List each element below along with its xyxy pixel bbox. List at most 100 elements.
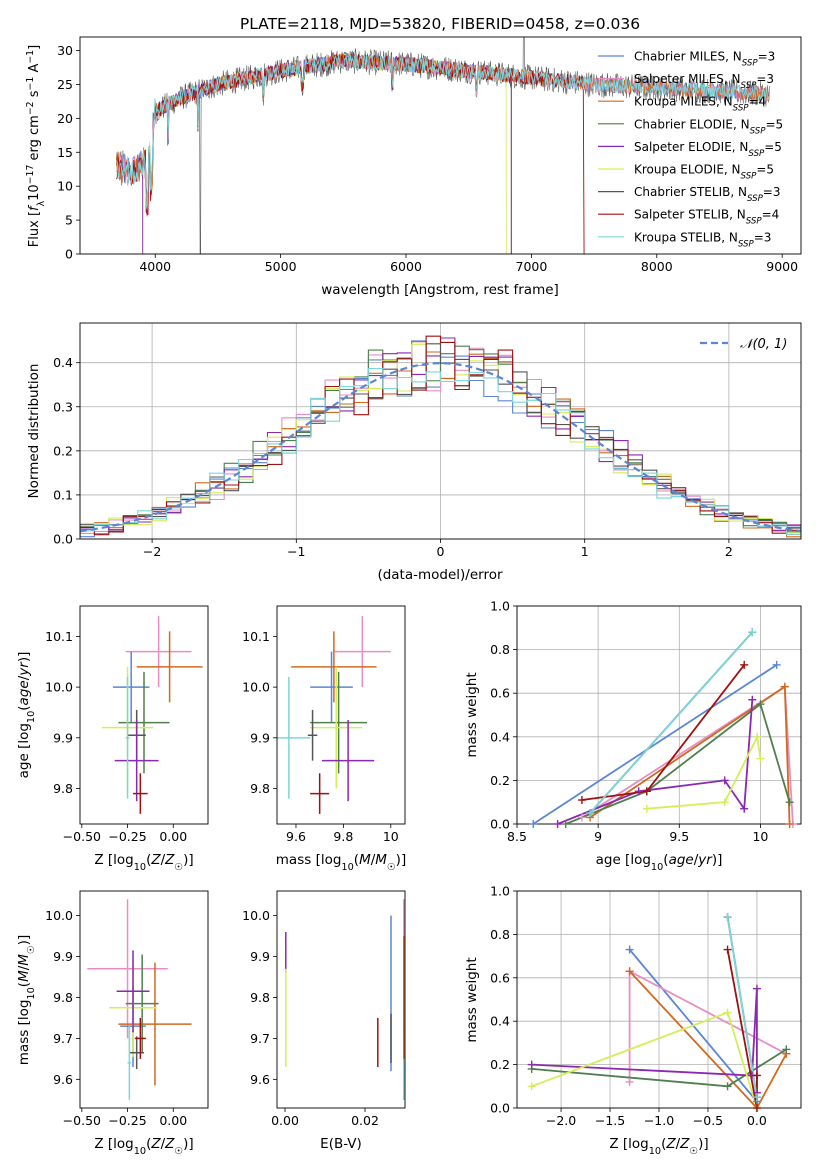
y-tick-label: 10.0 — [242, 908, 270, 923]
legend: Chabrier MILES, NSSP=3 Salpeter MILES, NS… — [598, 50, 783, 249]
spectrum-line — [115, 53, 585, 254]
x-tick-label: 10 — [752, 829, 768, 844]
weight-line — [726, 949, 758, 1108]
x-tick-label: −0.50 — [63, 1113, 101, 1128]
y-tick-label: 10.0 — [242, 680, 270, 695]
y-tick-label: 0.0 — [490, 1101, 510, 1116]
axes-mass_vs_ebv: 0.00 0.02 9.6 9.7 9.8 9.9 10.0 — [242, 890, 406, 1128]
y-tick-label: 0.6 — [490, 970, 510, 985]
y-axis-label: Normed distribution — [26, 364, 42, 499]
y-axis-label: age [log10(age/yr)] — [16, 652, 37, 779]
y-tick-label: 9.8 — [53, 781, 73, 796]
legend-entry: Kroupa ELODIE, NSSP=5 — [634, 163, 774, 182]
weight-line — [531, 988, 758, 1093]
normal-curve — [80, 361, 801, 533]
y-tick-label: 20 — [57, 111, 73, 126]
plot-area-age_vs_mass — [277, 616, 391, 814]
ticks-weight_vs_Z: −2.0 −1.5 −1.0 −0.5 0.0 0.0 0.2 0.4 0.6 0.8 1.0 — [490, 884, 767, 1129]
x-tick-label: −0.5 — [693, 1113, 723, 1128]
axes-frame — [79, 36, 802, 255]
x-tick-label: 9.5 — [669, 829, 689, 844]
grid-weight_vs_age — [516, 605, 801, 825]
y-tick-label: 1.0 — [490, 599, 510, 614]
ticks-weight_vs_age: 8.5 9 9.5 10 0.0 0.2 0.4 0.6 0.8 1.0 — [490, 599, 768, 845]
x-tick-label: 2 — [725, 544, 733, 559]
y-tick-label: 9.6 — [250, 1072, 270, 1087]
plot-area-mass_vs_Z — [87, 899, 192, 1100]
legend-entry: Chabrier STELIB, NSSP=3 — [634, 185, 781, 204]
plot-area-spectrum — [115, 37, 770, 254]
x-axis-label: wavelength [Angstrom, rest frame] — [321, 282, 559, 298]
axes-weight_vs_age: 8.5 9 9.5 10 0.0 0.2 0.4 0.6 0.8 1.0 — [490, 599, 802, 845]
y-tick-label: 15 — [57, 145, 73, 160]
weight-line — [646, 733, 762, 810]
x-tick-label: 9.8 — [333, 829, 353, 844]
plot-area-age_vs_Z — [101, 616, 203, 814]
legend-entry: Chabrier ELODIE, NSSP=5 — [634, 117, 783, 136]
y-tick-label: 0.6 — [490, 686, 510, 701]
x-axis-label: (data-model)/error — [377, 567, 503, 583]
y-tick-label: 0.1 — [53, 487, 73, 502]
axes-residuals: −2 −1 0 1 2 0.0 0.1 0.2 0.3 0.4 — [53, 322, 802, 559]
y-tick-label: 9.7 — [250, 1031, 270, 1046]
x-tick-label: −0.50 — [63, 829, 101, 844]
axes-frame — [276, 890, 406, 1109]
x-tick-label: −1.5 — [595, 1113, 625, 1128]
y-tick-label: 9.8 — [250, 781, 270, 796]
y-tick-label: 1.0 — [490, 884, 510, 899]
legend-entry: Salpeter STELIB, NSSP=4 — [634, 208, 779, 227]
y-tick-label: 9.8 — [53, 990, 73, 1005]
x-tick-label: 0.0 — [747, 1113, 767, 1128]
y-tick-label: 9.9 — [53, 949, 73, 964]
y-axis-label: Flux [fλ10−17 erg cm−2 s−1 A−1] — [25, 45, 47, 247]
x-tick-label: 0.00 — [159, 829, 187, 844]
axes-frame — [79, 322, 802, 540]
chart-title: PLATE=2118, MJD=53820, FIBERID=0458, z=0… — [240, 15, 640, 33]
x-axis-label: Z [log10(Z/Z☉)] — [94, 1136, 193, 1157]
legend-entry: 𝒩(0, 1) — [740, 337, 787, 352]
legend-entry: Kroupa STELIB, NSSP=3 — [634, 230, 771, 249]
weight-line — [532, 664, 778, 824]
ticks-age_vs_Z: −0.50 −0.25 0.00 9.8 9.9 10.0 10.1 — [45, 629, 187, 844]
y-tick-label: 30 — [57, 43, 73, 58]
ticks-mass_vs_ebv: 0.00 0.02 9.6 9.7 9.8 9.9 10.0 — [242, 908, 379, 1128]
y-tick-label: 0.2 — [490, 773, 510, 788]
axes-age_vs_Z: −0.50 −0.25 0.00 9.8 9.9 10.0 10.1 — [45, 605, 209, 844]
x-tick-label: 0.02 — [351, 1113, 379, 1128]
y-tick-label: 9.6 — [53, 1072, 73, 1087]
spectrum-line — [142, 53, 512, 254]
y-tick-label: 25 — [57, 77, 73, 92]
x-axis-label: Z [log10(Z/Z☉)] — [609, 1136, 708, 1157]
y-tick-label: 5 — [65, 213, 73, 228]
legend-entry: Salpeter ELODIE, NSSP=5 — [634, 140, 782, 159]
y-axis-label: mass weight — [464, 672, 480, 757]
x-tick-label: 0 — [437, 544, 445, 559]
y-tick-label: 10.0 — [45, 908, 73, 923]
x-tick-label: 9 — [594, 829, 602, 844]
x-tick-label: 8.5 — [507, 829, 527, 844]
spectrum-line — [142, 54, 512, 254]
x-tick-label: 0.00 — [271, 1113, 299, 1128]
y-axis-label: mass [log10(M/M☉)] — [16, 935, 37, 1065]
spectrum-line — [116, 54, 770, 210]
weight-line — [628, 970, 788, 1108]
axes-frame — [516, 890, 802, 1109]
x-tick-label: 4000 — [139, 259, 171, 274]
y-tick-label: 9.9 — [250, 730, 270, 745]
weight-line — [726, 916, 758, 1098]
y-axis-label: mass weight — [464, 957, 480, 1042]
axes-frame — [516, 605, 802, 825]
y-tick-label: 9.9 — [53, 730, 73, 745]
histogram-steps — [80, 367, 801, 535]
legend-entry: Kroupa MILES, NSSP=4 — [634, 95, 766, 114]
y-tick-label: 9.7 — [53, 1031, 73, 1046]
x-tick-label: 10 — [383, 829, 399, 844]
x-axis-label: age [log10(age/yr)] — [596, 852, 723, 873]
x-tick-label: −0.25 — [108, 1113, 146, 1128]
axes-frame — [79, 605, 209, 825]
y-tick-label: 0.2 — [490, 1057, 510, 1072]
y-tick-label: 0.4 — [53, 355, 73, 370]
x-tick-label: 1 — [581, 544, 589, 559]
y-tick-label: 0.8 — [490, 642, 510, 657]
